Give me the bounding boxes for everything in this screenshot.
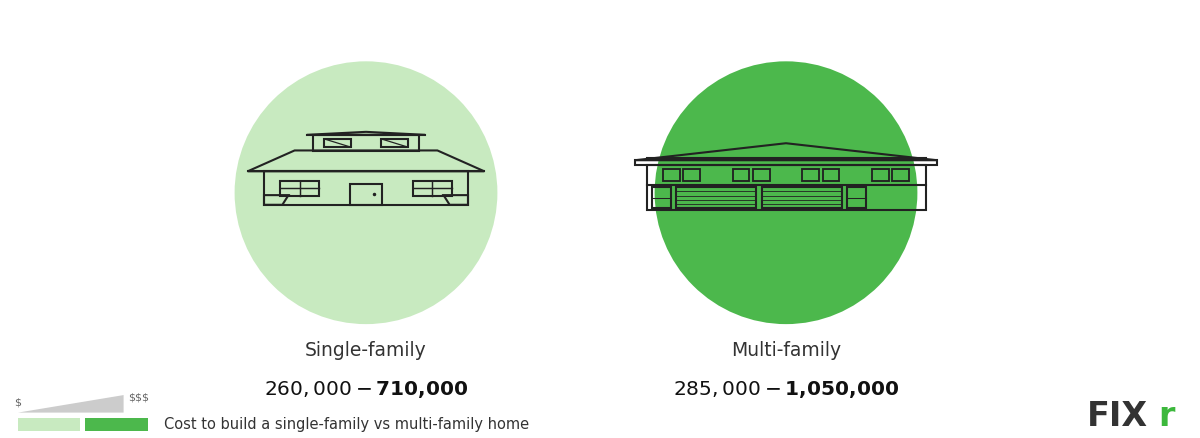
Text: Single-family: Single-family — [305, 341, 427, 360]
Ellipse shape — [235, 61, 498, 324]
Polygon shape — [18, 395, 124, 413]
Text: $$$: $$$ — [128, 393, 150, 403]
Text: $285,000 - $1,050,000: $285,000 - $1,050,000 — [673, 379, 899, 400]
Text: r: r — [1158, 399, 1175, 433]
Text: $: $ — [14, 397, 22, 407]
Ellipse shape — [655, 61, 918, 324]
FancyBboxPatch shape — [85, 418, 148, 431]
FancyBboxPatch shape — [18, 418, 80, 431]
Text: $260,000 - $710,000: $260,000 - $710,000 — [264, 379, 468, 400]
Text: Multi-family: Multi-family — [731, 341, 841, 360]
Text: FIX: FIX — [1087, 399, 1148, 433]
Text: Cost to build a single-family vs multi-family home: Cost to build a single-family vs multi-f… — [164, 417, 529, 432]
